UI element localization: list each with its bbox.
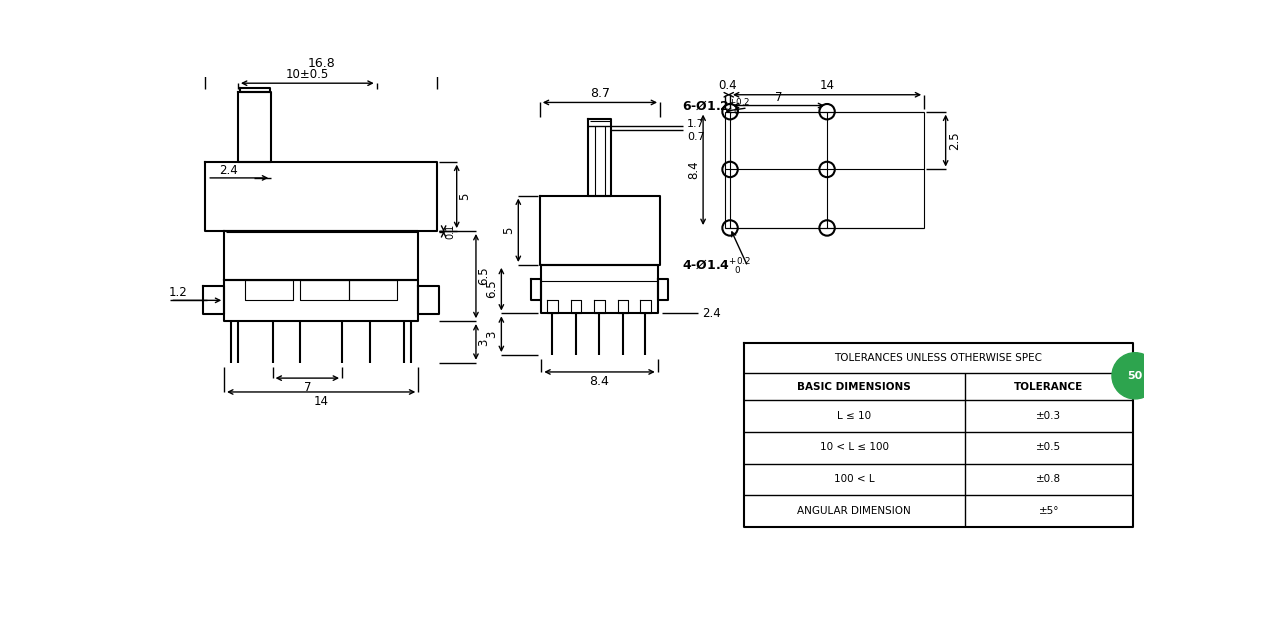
Text: 7: 7 bbox=[303, 381, 311, 394]
Text: 0.4: 0.4 bbox=[718, 79, 737, 92]
Text: 6-Ø1.2$^{+0.2}_{\ \ 0}$: 6-Ø1.2$^{+0.2}_{\ \ 0}$ bbox=[682, 98, 751, 118]
Text: 14: 14 bbox=[820, 79, 835, 92]
Text: 1.7: 1.7 bbox=[687, 119, 705, 129]
Text: 3: 3 bbox=[486, 331, 499, 338]
Text: 5: 5 bbox=[502, 227, 515, 234]
Text: 3: 3 bbox=[477, 338, 490, 345]
Text: 2.4: 2.4 bbox=[703, 307, 722, 320]
Text: 10±0.5: 10±0.5 bbox=[286, 68, 329, 82]
Text: 0.1: 0.1 bbox=[445, 224, 455, 239]
Text: TOLERANCE: TOLERANCE bbox=[1014, 381, 1084, 392]
Text: 8.7: 8.7 bbox=[590, 87, 609, 100]
Text: 4-Ø1.4$^{+0.2}_{\ \ 0}$: 4-Ø1.4$^{+0.2}_{\ \ 0}$ bbox=[682, 256, 751, 277]
Text: ±5°: ±5° bbox=[1039, 505, 1060, 516]
Text: TOLERANCES UNLESS OTHERWISE SPEC: TOLERANCES UNLESS OTHERWISE SPEC bbox=[834, 353, 1042, 363]
Text: ±0.8: ±0.8 bbox=[1037, 474, 1061, 484]
Text: ±0.3: ±0.3 bbox=[1037, 411, 1061, 421]
Text: ANGULAR DIMENSION: ANGULAR DIMENSION bbox=[797, 505, 910, 516]
Text: 6.5: 6.5 bbox=[477, 267, 490, 286]
Text: 8.4: 8.4 bbox=[687, 160, 700, 179]
Text: 7: 7 bbox=[775, 91, 783, 103]
Text: 6.5: 6.5 bbox=[486, 280, 499, 299]
Text: 5: 5 bbox=[458, 193, 470, 200]
Text: 1.2: 1.2 bbox=[168, 286, 187, 299]
Text: 2.5: 2.5 bbox=[949, 131, 961, 150]
Text: L ≤ 10: L ≤ 10 bbox=[836, 411, 871, 421]
Text: 16.8: 16.8 bbox=[307, 57, 335, 71]
Text: BASIC DIMENSIONS: BASIC DIMENSIONS bbox=[797, 381, 910, 392]
Text: 50: 50 bbox=[1127, 371, 1142, 381]
Text: ±0.5: ±0.5 bbox=[1037, 442, 1061, 453]
Text: 2.4: 2.4 bbox=[219, 164, 237, 177]
Text: 8.4: 8.4 bbox=[589, 375, 609, 388]
Text: 14: 14 bbox=[314, 395, 329, 408]
Text: 10 < L ≤ 100: 10 < L ≤ 100 bbox=[820, 442, 889, 453]
Text: 0.7: 0.7 bbox=[687, 132, 705, 142]
Text: 100 < L: 100 < L bbox=[834, 474, 875, 484]
Circle shape bbox=[1112, 352, 1158, 399]
